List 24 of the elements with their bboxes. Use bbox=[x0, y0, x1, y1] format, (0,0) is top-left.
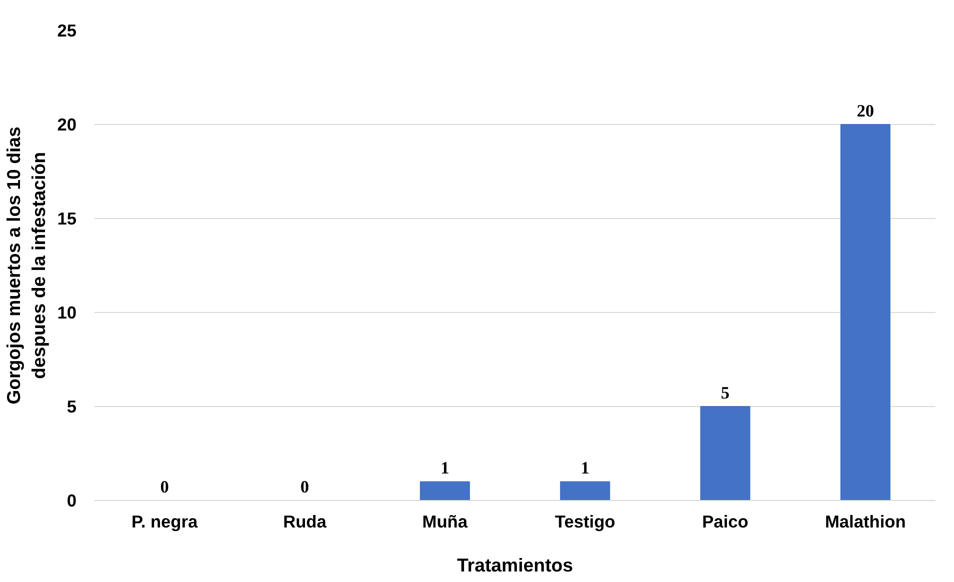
x-tick-label: P. negra bbox=[132, 512, 198, 532]
y-axis-title: Gorgojos muertos a los 10 dias despues de la infestación bbox=[3, 126, 50, 404]
x-tick-label: Paico bbox=[702, 512, 748, 532]
x-tick-label: Ruda bbox=[283, 512, 327, 532]
y-tick-label: 10 bbox=[57, 302, 77, 322]
data-label: 5 bbox=[720, 384, 730, 402]
x-tick-label: Testigo bbox=[554, 512, 616, 532]
bar bbox=[560, 481, 610, 500]
bar bbox=[420, 481, 470, 500]
data-label: 1 bbox=[580, 458, 590, 478]
x-axis-title: Tratamientos bbox=[456, 554, 574, 576]
data-label: 0 bbox=[300, 478, 310, 496]
x-tick-label: Malathion bbox=[824, 512, 906, 532]
data-label: 20 bbox=[856, 102, 874, 120]
y-tick-label: 5 bbox=[66, 396, 77, 416]
y-tick-label: 15 bbox=[57, 208, 77, 228]
bar bbox=[700, 406, 750, 500]
x-tick-label: Muña bbox=[422, 512, 468, 532]
y-tick-label: 20 bbox=[57, 114, 77, 134]
y-tick-label: 0 bbox=[66, 490, 77, 510]
y-tick-label: 25 bbox=[57, 20, 77, 40]
data-label: 1 bbox=[440, 458, 450, 478]
data-label: 0 bbox=[160, 478, 169, 496]
bar bbox=[840, 124, 890, 500]
